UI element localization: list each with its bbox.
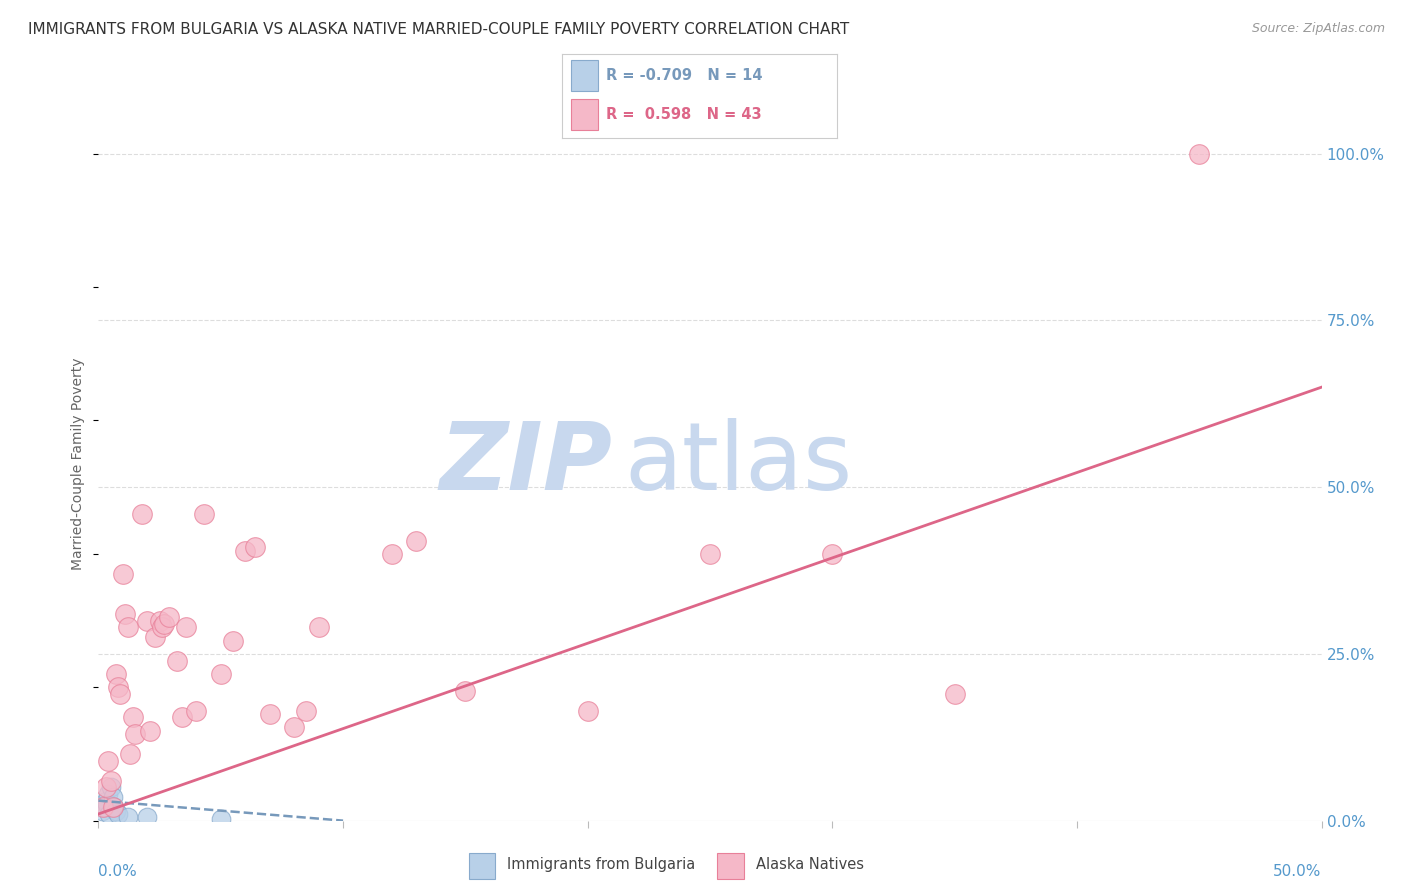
Point: [136, 614, 159, 628]
Point: [101, 800, 124, 814]
Point: [186, 704, 208, 718]
Text: Alaska Natives: Alaska Natives: [755, 857, 863, 872]
Point: [222, 633, 245, 648]
Point: [103, 800, 125, 814]
Point: [117, 620, 139, 634]
Point: [943, 687, 966, 701]
FancyBboxPatch shape: [571, 99, 598, 130]
Point: [209, 667, 232, 681]
Point: [94, 780, 117, 795]
Text: R = -0.709   N = 14: R = -0.709 N = 14: [606, 68, 763, 83]
Point: [699, 547, 721, 561]
Text: R =  0.598   N = 43: R = 0.598 N = 43: [606, 107, 762, 122]
Point: [209, 812, 232, 826]
Point: [193, 507, 215, 521]
Point: [576, 704, 599, 718]
Text: atlas: atlas: [624, 417, 852, 510]
Point: [98, 807, 121, 822]
Point: [104, 667, 127, 681]
Point: [97, 754, 120, 768]
Point: [100, 773, 122, 788]
Point: [117, 810, 139, 824]
Point: [821, 547, 844, 561]
Point: [295, 704, 318, 718]
FancyBboxPatch shape: [571, 61, 598, 91]
Point: [101, 790, 124, 805]
Text: IMMIGRANTS FROM BULGARIA VS ALASKA NATIVE MARRIED-COUPLE FAMILY POVERTY CORRELAT: IMMIGRANTS FROM BULGARIA VS ALASKA NATIV…: [28, 22, 849, 37]
Point: [94, 794, 117, 808]
Point: [131, 507, 153, 521]
Point: [96, 797, 118, 811]
Text: 0.0%: 0.0%: [98, 864, 138, 879]
Point: [114, 607, 136, 621]
Point: [91, 804, 114, 818]
Point: [381, 547, 404, 561]
Point: [121, 710, 143, 724]
Text: Source: ZipAtlas.com: Source: ZipAtlas.com: [1251, 22, 1385, 36]
FancyBboxPatch shape: [468, 853, 495, 879]
Point: [91, 800, 114, 814]
Text: 50.0%: 50.0%: [1274, 864, 1322, 879]
Point: [97, 787, 120, 801]
Point: [93, 800, 115, 814]
Point: [100, 780, 122, 795]
Point: [143, 630, 166, 644]
Point: [233, 543, 256, 558]
Point: [153, 616, 176, 631]
Point: [454, 683, 477, 698]
Text: Immigrants from Bulgaria: Immigrants from Bulgaria: [508, 857, 695, 872]
Text: ZIP: ZIP: [439, 417, 612, 510]
Point: [111, 566, 134, 581]
Point: [176, 620, 198, 634]
Point: [120, 747, 142, 761]
Point: [405, 533, 427, 548]
Point: [110, 687, 132, 701]
Point: [170, 710, 193, 724]
Point: [157, 610, 180, 624]
Point: [150, 620, 173, 634]
Point: [308, 620, 330, 634]
Point: [283, 720, 305, 734]
Point: [243, 540, 266, 554]
Point: [104, 804, 127, 818]
Point: [139, 723, 162, 738]
Point: [107, 807, 129, 822]
FancyBboxPatch shape: [717, 853, 744, 879]
Point: [136, 810, 159, 824]
Point: [259, 706, 281, 721]
Point: [149, 614, 172, 628]
Point: [166, 654, 188, 668]
Point: [124, 727, 146, 741]
Point: [1188, 146, 1211, 161]
Y-axis label: Married-Couple Family Poverty: Married-Couple Family Poverty: [72, 358, 86, 570]
Point: [107, 680, 129, 694]
